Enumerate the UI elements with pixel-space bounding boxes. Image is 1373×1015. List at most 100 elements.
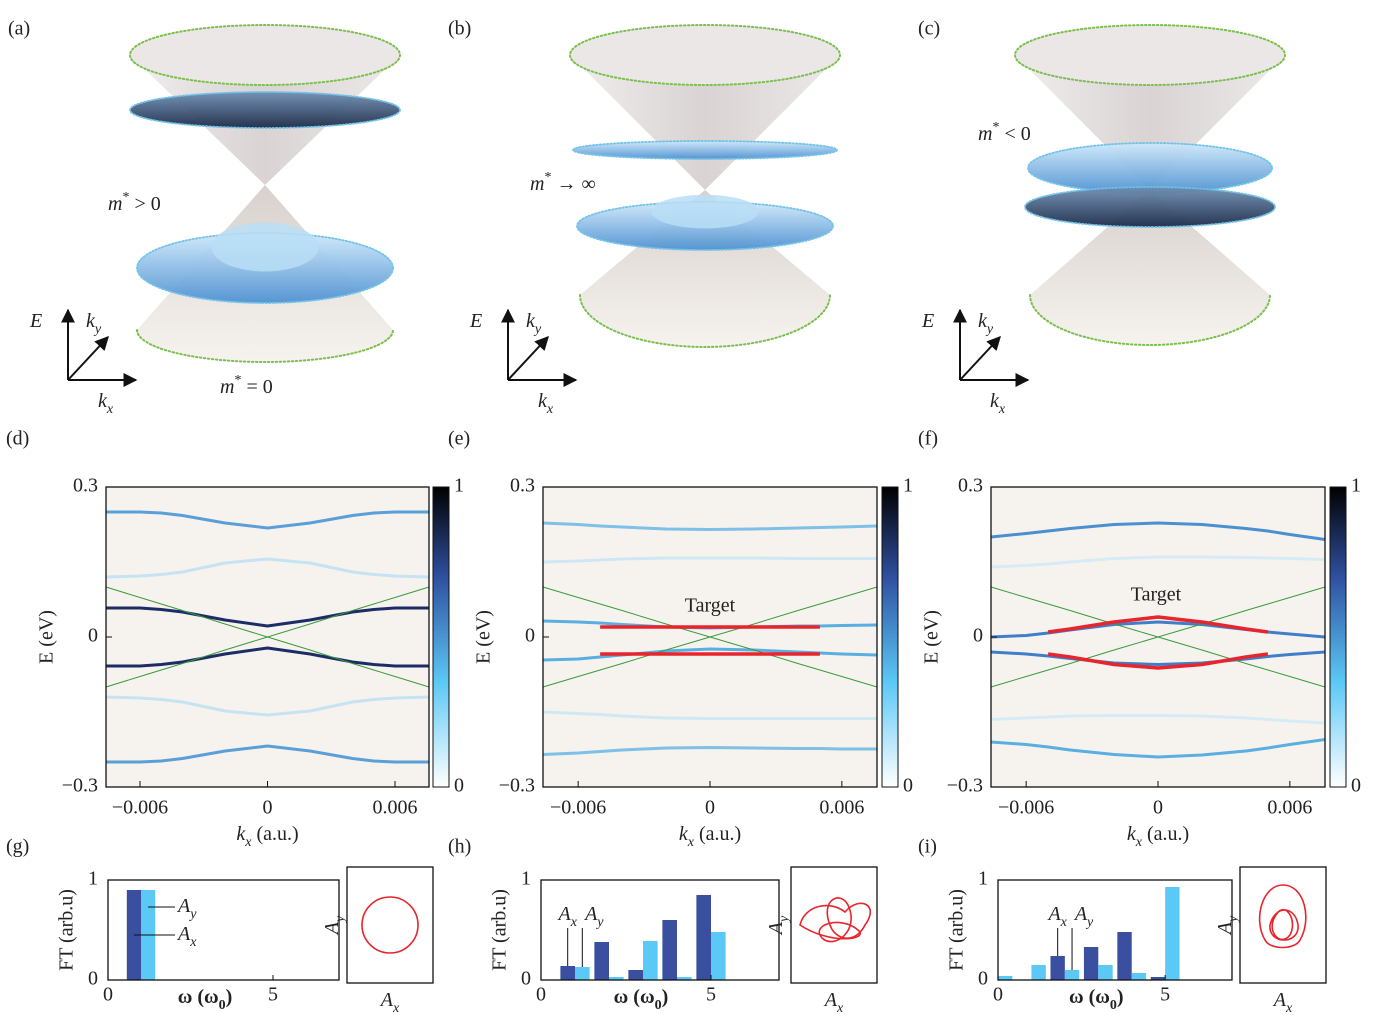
- lower-cone: [1030, 190, 1270, 345]
- cone-edge: [579, 294, 831, 348]
- band-line: [1047, 615, 1269, 634]
- y-axis-label: FT (arb.u): [946, 889, 968, 971]
- cone-top: [1014, 24, 1286, 86]
- x-tick-label: 0: [263, 797, 273, 819]
- annotation: m* = 0: [220, 373, 273, 398]
- upper-cone: [570, 55, 840, 190]
- band-line: [105, 557, 430, 579]
- inset-y-label: Ay: [765, 915, 792, 936]
- x-tick-label: 0.006: [1267, 797, 1312, 819]
- legend-label: Ay: [583, 903, 604, 930]
- bar: [628, 970, 643, 980]
- colorbar: [881, 486, 899, 788]
- band-line: [542, 647, 878, 662]
- x-tick-label: 0: [705, 797, 715, 819]
- bar: [1098, 965, 1113, 980]
- y-tick-label: 0: [88, 625, 98, 647]
- annotation: m* < 0: [978, 120, 1031, 145]
- x-tick-label: −0.006: [112, 797, 168, 819]
- panel-label: (g): [6, 836, 29, 858]
- axis-label: ky: [978, 310, 994, 337]
- y-tick-label: 0: [978, 968, 988, 990]
- trajectory: [361, 896, 419, 954]
- bar: [677, 977, 692, 980]
- bar: [662, 920, 677, 980]
- inset-x-label: Ax: [379, 989, 400, 1015]
- band-line: [106, 510, 429, 530]
- band-line: [1047, 652, 1269, 670]
- colorbar-tick-label: 1: [903, 475, 913, 497]
- panel-label: (i): [918, 836, 937, 858]
- annotation: m* > 0: [108, 190, 161, 215]
- band-line: [542, 556, 877, 564]
- y-tick-label: 1: [88, 868, 98, 890]
- axis-label: E: [29, 310, 42, 332]
- colorbar-tick-label: 0: [903, 775, 913, 797]
- y-axis-label: E (eV): [473, 610, 495, 664]
- panel-label: (d): [6, 428, 29, 450]
- band-surface: [129, 91, 401, 129]
- y-axis-label: E (eV): [36, 610, 58, 664]
- axis-arrow: [67, 335, 109, 381]
- cone-edge: [136, 329, 394, 363]
- x-tick-label: 5: [706, 984, 716, 1006]
- annotation: Target: [1131, 584, 1182, 606]
- bar: [1064, 970, 1080, 980]
- y-tick-label: 0: [521, 968, 531, 990]
- y-axis-label: FT (arb.u): [56, 889, 78, 971]
- band-line: [106, 646, 429, 668]
- axis-label: kx: [990, 390, 1006, 417]
- y-axis-label: E (eV): [921, 610, 943, 664]
- bar: [594, 942, 609, 980]
- band-line: [542, 746, 877, 756]
- bar: [998, 976, 1013, 980]
- trajectory: [799, 897, 872, 943]
- inset-x-label: Ax: [823, 989, 844, 1015]
- band-line: [990, 714, 1326, 725]
- y-tick-label: −0.3: [62, 775, 98, 797]
- band-line: [106, 744, 429, 764]
- x-tick-label: 0: [1153, 797, 1163, 819]
- axis-label: ky: [526, 310, 542, 337]
- bar: [711, 932, 726, 980]
- inset-x-label: Ax: [1272, 989, 1293, 1015]
- bar: [609, 977, 624, 980]
- band-bump: [211, 222, 319, 272]
- legend-label: Ax: [176, 923, 197, 950]
- band-line: [542, 586, 878, 688]
- colorbar: [1329, 486, 1347, 788]
- x-axis-label: kx (a.u.): [236, 823, 298, 850]
- y-tick-label: 0: [525, 625, 535, 647]
- x-axis-label: ω (ω0): [178, 986, 233, 1013]
- y-tick-label: −0.3: [499, 775, 535, 797]
- inset-y-label: Ay: [321, 915, 348, 936]
- x-tick-label: −0.006: [550, 797, 606, 819]
- band-line: [990, 586, 1326, 688]
- panel-label: (f): [918, 428, 938, 450]
- legend-label: Ax: [1046, 903, 1067, 930]
- x-axis-label: kx (a.u.): [1127, 823, 1189, 850]
- cone-edge: [1029, 294, 1271, 346]
- inset-y-label: Ay: [1214, 915, 1241, 936]
- bar: [1150, 977, 1166, 980]
- axis-arrow: [959, 335, 1001, 381]
- band-line: [542, 521, 878, 531]
- band-line: [542, 710, 877, 720]
- bar: [1031, 965, 1046, 980]
- panel-label: (e): [448, 428, 470, 450]
- x-axis-label: kx (a.u.): [679, 823, 741, 850]
- y-tick-label: 1: [978, 868, 988, 890]
- panel-label: (a): [8, 18, 30, 40]
- upper-cone: [1015, 55, 1285, 190]
- x-tick-label: 0.006: [373, 797, 418, 819]
- axis-arrow: [507, 335, 549, 381]
- axis-label: E: [921, 310, 934, 332]
- band-bump: [651, 194, 759, 229]
- y-tick-label: 0.3: [958, 475, 983, 497]
- colorbar-tick-label: 0: [1351, 775, 1361, 797]
- axis-label: kx: [538, 390, 554, 417]
- bar: [1165, 887, 1180, 980]
- colorbar-tick-label: 1: [454, 475, 464, 497]
- band-line: [990, 555, 1326, 569]
